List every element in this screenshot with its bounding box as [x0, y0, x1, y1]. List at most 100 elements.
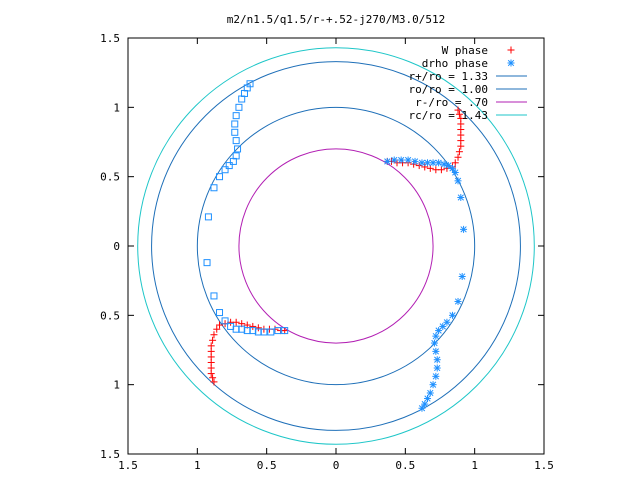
x-axis-ticks: 1.5 1 0.5 0 0.5 1 1.5	[118, 38, 554, 472]
marker-stroke	[427, 389, 434, 397]
y-tick-label: 1.5	[100, 32, 120, 45]
marker-stroke	[238, 95, 246, 103]
marker-stroke	[449, 165, 456, 172]
data-point	[209, 374, 217, 382]
marker-stroke	[435, 327, 442, 334]
marker-stroke	[432, 373, 439, 380]
legend-marker	[507, 59, 515, 67]
marker-stroke	[457, 194, 464, 201]
data-point	[210, 292, 218, 300]
y-tick-label: 0.5	[100, 171, 120, 184]
data-point	[435, 327, 443, 335]
marker-stroke	[210, 292, 218, 300]
marker-stroke	[454, 177, 462, 184]
reference-circle	[196, 106, 476, 386]
marker-stroke	[231, 120, 239, 128]
marker-stroke	[429, 381, 437, 388]
marker-stroke	[398, 156, 405, 164]
data-point	[232, 318, 240, 326]
data-point	[225, 162, 233, 170]
data-point	[457, 142, 465, 150]
data-point	[204, 213, 212, 221]
data-point	[458, 273, 466, 281]
data-point	[454, 106, 462, 114]
data-point	[234, 145, 242, 153]
marker-stroke	[411, 158, 419, 165]
marker-stroke	[424, 159, 431, 166]
y-axis-ticks: 1.5 1 0.5 0 0.5 1 1.5	[100, 32, 544, 461]
data-point	[418, 404, 426, 412]
data-point	[232, 137, 240, 145]
marker-stroke	[435, 159, 442, 166]
data-point	[457, 193, 465, 201]
data-point	[210, 331, 218, 339]
marker-stroke	[441, 161, 448, 168]
marker-stroke	[432, 348, 439, 355]
marker-stroke	[216, 309, 224, 317]
data-point	[216, 321, 224, 329]
marker-stroke	[429, 159, 437, 166]
data-point	[390, 156, 398, 164]
marker-stroke	[281, 327, 289, 335]
y-tick-label: 1	[113, 101, 120, 114]
legend-label: rc/ro = 1.43	[409, 109, 488, 122]
marker-stroke	[221, 166, 229, 174]
marker-stroke	[391, 156, 398, 164]
marker-stroke	[384, 158, 391, 165]
x-tick-label: 1	[194, 459, 201, 472]
data-point	[429, 159, 437, 167]
x-tick-label: 0	[333, 459, 340, 472]
marker-stroke	[459, 273, 466, 280]
x-tick-label: 1.5	[118, 459, 138, 472]
data-point	[460, 225, 468, 233]
marker-stroke	[418, 159, 426, 166]
data-point	[435, 159, 443, 167]
data-point	[267, 328, 275, 336]
data-point	[455, 148, 463, 156]
data-point	[430, 339, 438, 347]
x-tick-label: 1.5	[534, 459, 554, 472]
data-point	[229, 157, 237, 165]
data-point	[426, 164, 434, 172]
data-point	[221, 317, 229, 325]
marker-stroke	[431, 339, 438, 347]
data-point	[231, 128, 239, 136]
data-point	[235, 103, 243, 111]
marker-stroke	[260, 328, 268, 336]
legend-label: W phase	[442, 44, 488, 57]
marker-stroke	[231, 128, 239, 136]
data-point	[448, 164, 456, 172]
data-point	[432, 332, 440, 340]
marker-stroke	[449, 312, 456, 319]
data-point	[432, 372, 440, 380]
marker-stroke	[267, 328, 275, 336]
data-point	[429, 381, 437, 389]
y-tick-label: 1	[113, 379, 120, 392]
legend-label: drho phase	[422, 57, 488, 70]
data-point	[421, 400, 429, 408]
legend-label: ro/ro = 1.00	[409, 83, 488, 96]
data-point	[426, 389, 434, 397]
data-point	[451, 169, 459, 177]
series-plus	[207, 106, 465, 386]
data-point	[207, 342, 215, 350]
marker-stroke	[221, 317, 229, 325]
data-point	[238, 95, 246, 103]
legend-marker	[507, 46, 515, 54]
data-point	[281, 327, 289, 335]
marker-stroke	[232, 112, 240, 120]
data-point	[444, 162, 452, 170]
data-point	[454, 153, 462, 161]
data-point	[213, 325, 221, 333]
reference-circle	[137, 47, 535, 445]
marker-stroke	[232, 137, 240, 145]
x-tick-label: 1	[471, 459, 478, 472]
legend-label: r+/ro = 1.33	[409, 70, 488, 83]
legend-label: r-/ro = .70	[415, 96, 488, 109]
data-point	[424, 395, 432, 403]
marker-stroke	[507, 59, 515, 67]
reference-circles	[137, 47, 535, 445]
data-point	[249, 322, 257, 330]
